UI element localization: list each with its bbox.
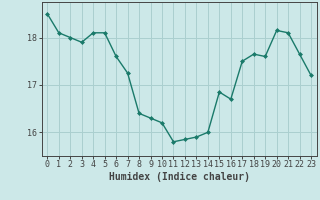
X-axis label: Humidex (Indice chaleur): Humidex (Indice chaleur) [109,172,250,182]
